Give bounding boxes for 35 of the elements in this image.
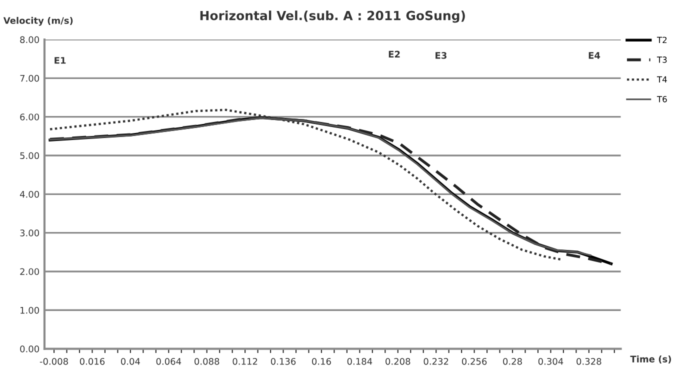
- x-tick-label: 0.112: [232, 358, 258, 365]
- annotation: E3: [436, 52, 446, 59]
- y-tick-label: 2.00: [20, 268, 40, 276]
- x-tick-label: -0.008: [40, 358, 68, 365]
- legend-label: T3: [656, 56, 667, 63]
- legend-label: T4: [656, 76, 667, 82]
- x-tick-label: 0.28: [503, 358, 522, 365]
- y-tick-label: 3.00: [20, 230, 40, 236]
- x-tick-label: 0.232: [424, 358, 448, 365]
- legend-label: T6: [656, 96, 667, 102]
- x-tick-label: 0.016: [80, 358, 105, 365]
- y-tick-label: 1.00: [20, 306, 40, 314]
- x-tick-label: 0.136: [270, 358, 296, 365]
- legend-label: T2: [656, 36, 667, 44]
- x-tick-label: 0.304: [538, 358, 564, 365]
- y-tick-label: 0.00: [20, 346, 40, 352]
- x-tick-label: 0.064: [156, 358, 182, 365]
- y-axis-title: Velocity (m/s): [3, 16, 73, 26]
- annotation: E1: [54, 57, 66, 64]
- x-tick-label: 0.184: [347, 358, 372, 365]
- x-tick-label: 0.16: [312, 358, 331, 365]
- y-tick-label: 7.00: [20, 74, 40, 82]
- x-tick-label: 0.208: [386, 358, 410, 365]
- y-tick-label: 6.00: [20, 114, 40, 120]
- x-axis-title: Time (s): [630, 355, 671, 364]
- x-tick-label: 0.088: [194, 358, 220, 365]
- y-tick-label: 5.00: [20, 152, 40, 160]
- y-tick-label: 4.00: [20, 190, 40, 198]
- x-tick-label: 0.328: [576, 358, 602, 365]
- chart-title: Horizontal Vel.(sub. A : 2011 GoSung): [200, 10, 465, 23]
- annotation: E4: [588, 52, 600, 59]
- annotation: E2: [388, 50, 400, 58]
- y-tick-label: 8.00: [20, 36, 40, 44]
- x-tick-label: 0.04: [120, 358, 140, 365]
- x-tick-label: 0.256: [462, 358, 487, 365]
